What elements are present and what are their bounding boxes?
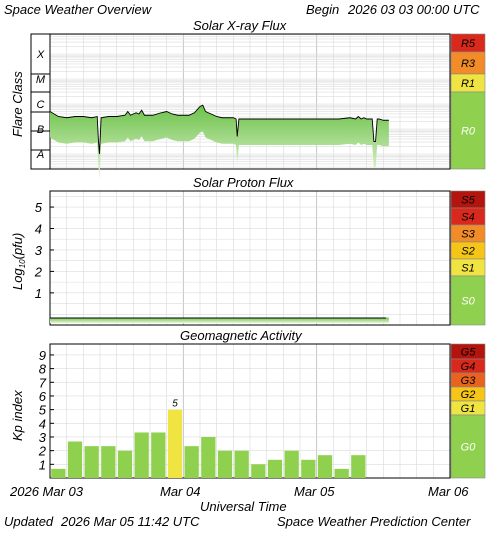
r-scale-label: R1 xyxy=(461,78,475,90)
s-scale-s0 xyxy=(450,275,486,326)
kp-tick-1: 1 xyxy=(39,457,46,472)
begin-date: 2026 03 03 00:00 UTC xyxy=(348,2,480,17)
proton-flux-fill xyxy=(50,317,389,323)
kp-bar xyxy=(301,459,316,478)
xray-ylabel: Flare Class xyxy=(10,71,25,137)
begin-label: Begin xyxy=(306,2,340,17)
flare-class-m: M xyxy=(36,74,46,86)
s-scale-label: S4 xyxy=(461,212,474,224)
proton-tick-2: 2 xyxy=(34,264,43,279)
kp-tick-8: 8 xyxy=(39,362,47,377)
r-scale-label: R0 xyxy=(461,126,476,138)
time-axis-title: Universal Time xyxy=(200,499,287,514)
kp-tick-9: 9 xyxy=(39,348,46,363)
proton-tick-1: 1 xyxy=(35,286,42,301)
r-scale-r0 xyxy=(450,91,486,170)
xray-flux-fill xyxy=(50,105,389,180)
kp-bar xyxy=(217,450,233,478)
xray-flux-line xyxy=(49,104,389,155)
s-scale-label: S5 xyxy=(461,195,475,207)
flare-class-a: A xyxy=(36,149,44,161)
kp-bar-label: 5 xyxy=(172,399,178,410)
kp-bar xyxy=(67,441,83,478)
proton-ylabel-log: Log xyxy=(10,268,25,290)
proton-plot-frame xyxy=(49,190,451,326)
kp-tick-2: 2 xyxy=(38,444,47,459)
kp-bar xyxy=(234,450,249,478)
g-scale-label: G1 xyxy=(461,403,476,415)
g-scale-g0 xyxy=(450,414,486,479)
g-scale-label: G0 xyxy=(461,442,477,454)
g-scale-label: G3 xyxy=(461,375,477,387)
kp-bar xyxy=(101,446,116,478)
kp-ylabel: Kp index xyxy=(10,390,25,441)
kp-bar xyxy=(167,409,183,478)
flare-class-b: B xyxy=(37,124,44,136)
kp-bar xyxy=(334,468,349,478)
proton-tick-4: 4 xyxy=(35,222,42,237)
kp-bar xyxy=(117,450,133,478)
proton-ylabel: Log10(pfu) xyxy=(10,233,27,290)
time-tick-mar03: 2026 Mar 03 xyxy=(10,484,83,499)
kp-bar xyxy=(351,455,366,478)
proton-tick-3: 3 xyxy=(35,243,43,258)
kp-tick-7: 7 xyxy=(39,375,47,390)
g-scale-label: G5 xyxy=(461,347,477,359)
flare-class-column xyxy=(30,33,51,170)
kp-bar xyxy=(201,436,216,478)
g-scale-label: G4 xyxy=(461,361,476,373)
s-scale-label: S1 xyxy=(461,263,474,275)
kp-bar xyxy=(84,446,99,478)
g-scale-label: G2 xyxy=(461,389,476,401)
time-tick-mar05: Mar 05 xyxy=(294,484,335,499)
s-scale-label: S0 xyxy=(461,296,475,308)
kp-plot-frame xyxy=(49,343,451,479)
kp-tick-6: 6 xyxy=(39,389,47,404)
xray-title: Solar X-ray Flux xyxy=(193,18,287,33)
r-scale-label: R3 xyxy=(461,58,476,70)
proton-tick-5: 5 xyxy=(35,200,43,215)
flare-class-x: X xyxy=(36,49,45,61)
kp-bar xyxy=(267,459,283,478)
kp-bar xyxy=(134,432,149,478)
page-title: Space Weather Overview xyxy=(4,2,152,17)
time-tick-mar04: Mar 04 xyxy=(160,484,201,499)
kp-tick-4: 4 xyxy=(39,416,46,431)
credit-text: Space Weather Prediction Center xyxy=(277,514,471,529)
kp-bar xyxy=(284,450,299,478)
kp-bar xyxy=(317,455,333,478)
kp-tick-5: 5 xyxy=(39,403,47,418)
time-tick-mar06: Mar 06 xyxy=(428,484,469,499)
kp-bar xyxy=(151,432,166,478)
r-scale-label: R5 xyxy=(461,38,476,50)
kp-bar xyxy=(184,446,199,478)
updated-date: 2026 Mar 05 11:42 UTC xyxy=(61,514,200,529)
updated-label: Updated xyxy=(4,514,54,529)
s-scale-label: S3 xyxy=(461,229,475,241)
kp-bar xyxy=(51,468,66,478)
proton-ylabel-sub: 10 xyxy=(18,259,27,268)
s-scale-label: S2 xyxy=(461,246,474,258)
proton-ylabel-unit: (pfu) xyxy=(10,233,25,260)
kp-tick-3: 3 xyxy=(39,430,47,445)
kp-bar xyxy=(251,464,266,478)
proton-flux-line xyxy=(49,317,386,319)
flare-class-c: C xyxy=(37,99,45,111)
geomag-title: Geomagnetic Activity xyxy=(180,328,302,343)
proton-title: Solar Proton Flux xyxy=(193,175,294,190)
